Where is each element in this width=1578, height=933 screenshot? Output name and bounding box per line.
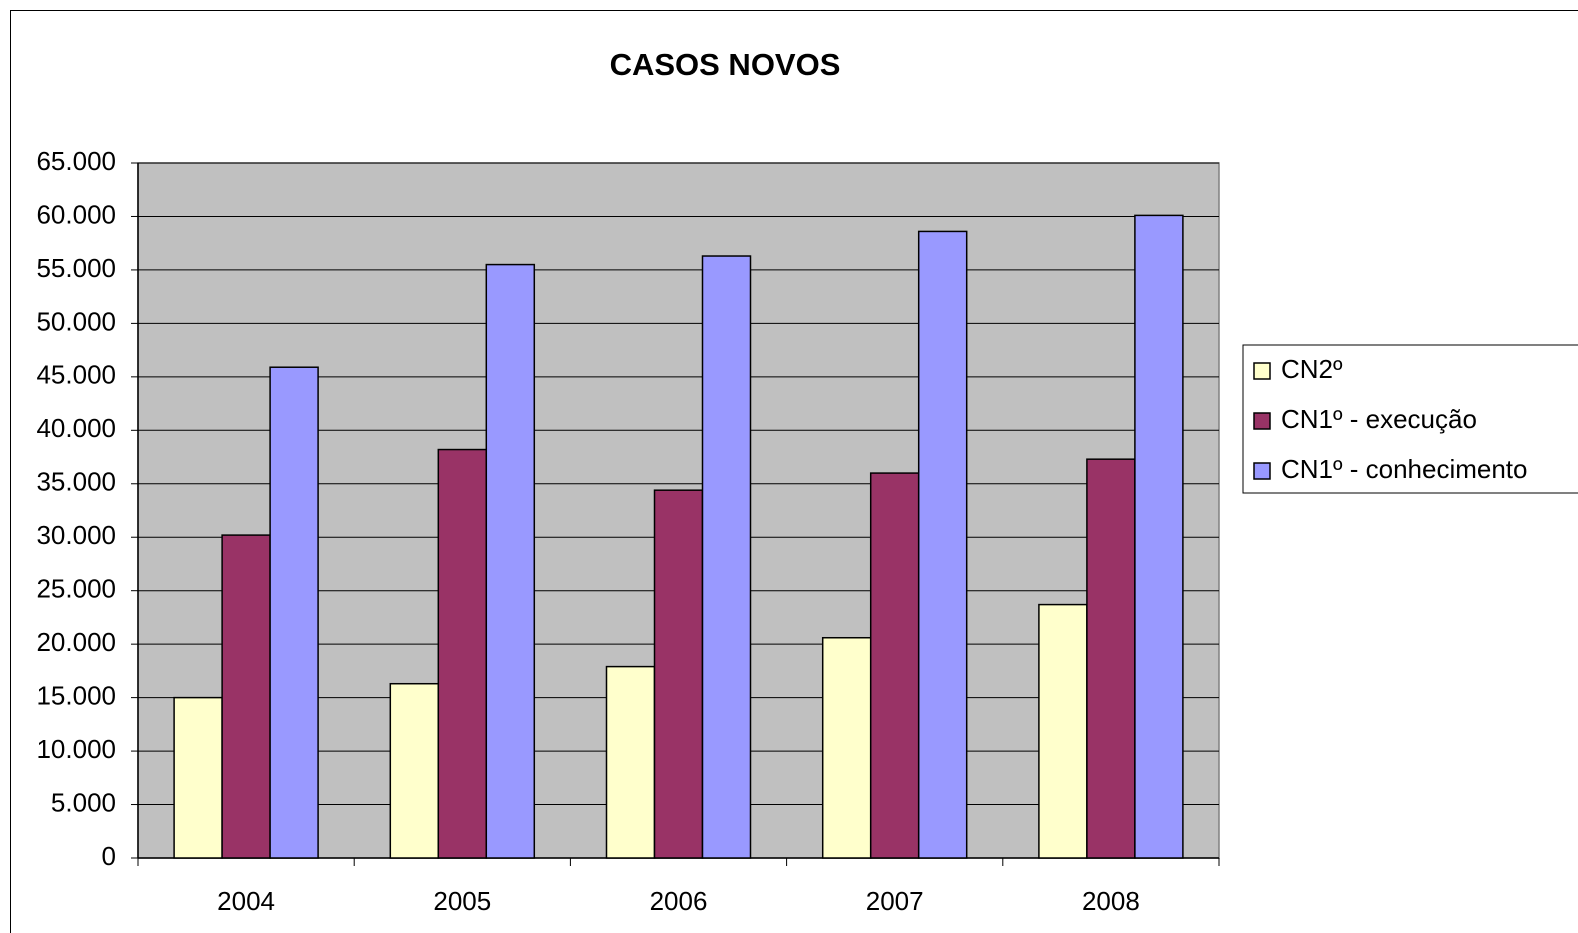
bar [917,230,968,859]
y-tick-label: 0 [102,841,116,871]
legend-label: CN1º - conhecimento [1281,454,1528,484]
legend-swatch [1253,412,1271,430]
bar [653,489,704,859]
x-tick-label: 2006 [650,886,708,916]
bar [821,636,872,859]
x-tick-label: 2008 [1082,886,1140,916]
y-tick-label: 10.000 [36,734,116,764]
y-tick-label: 40.000 [36,413,116,443]
y-tick-label: 50.000 [36,306,116,336]
legend-box [1242,344,1578,494]
y-tick-label: 30.000 [36,520,116,550]
bar [1134,214,1184,859]
bar [221,534,271,859]
y-tick-label: 65.000 [36,146,116,176]
legend-label: CN1º - execução [1281,404,1477,434]
y-tick-label: 5.000 [51,787,116,817]
bar [269,366,319,859]
bar [1038,603,1088,859]
bar [1086,458,1136,859]
x-tick-label: 2005 [433,886,491,916]
y-tick-label: 35.000 [36,467,116,497]
legend-swatch [1253,462,1271,480]
bar [437,448,488,859]
y-tick-label: 20.000 [36,627,116,657]
legend-label: CN2º [1281,354,1343,384]
y-tick-label: 60.000 [36,199,116,229]
bar [389,682,440,859]
legend-swatch [1253,362,1271,380]
bar [485,263,536,859]
bar [869,472,920,859]
y-tick-label: 45.000 [36,360,116,390]
bar [173,696,223,859]
bar [605,665,656,859]
y-tick-label: 55.000 [36,253,116,283]
x-tick-label: 2004 [217,886,275,916]
x-tick-label: 2007 [866,886,924,916]
bar [701,255,752,859]
chart-title: CASOS NOVOS [610,47,841,82]
y-tick-label: 15.000 [36,680,116,710]
y-tick-label: 25.000 [36,574,116,604]
